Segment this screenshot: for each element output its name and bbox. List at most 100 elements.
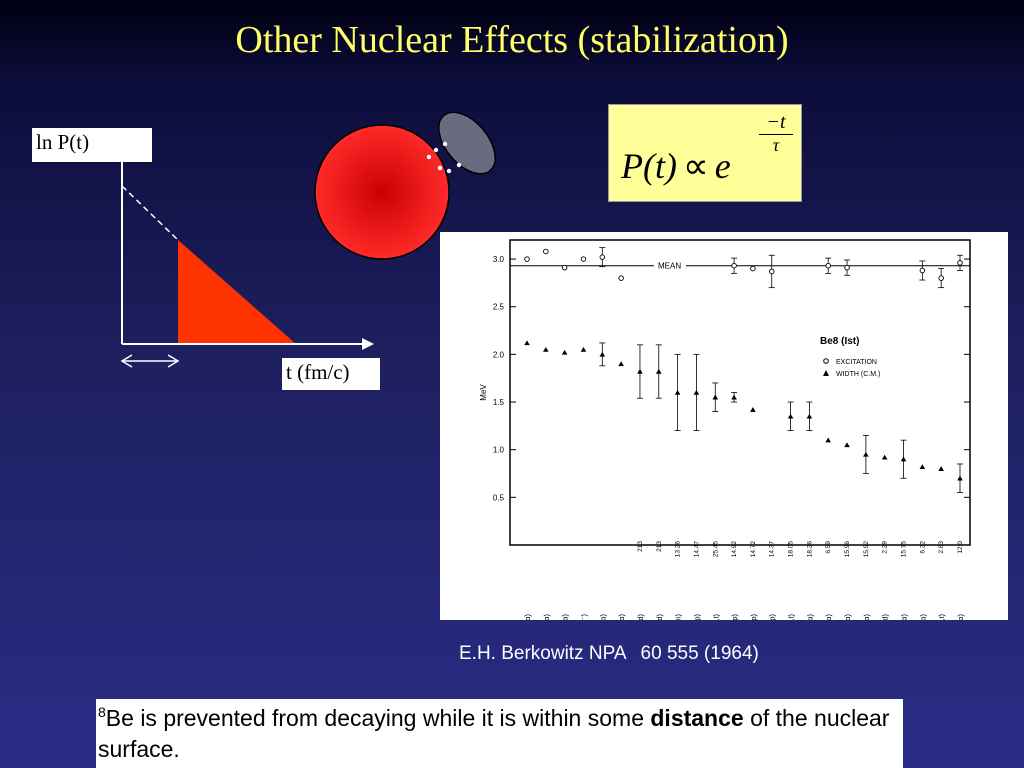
width-point: [900, 456, 907, 462]
width-point: [750, 407, 756, 412]
excitation-point: [768, 268, 775, 275]
energy-label: 25.45: [712, 541, 719, 558]
note-text-after: of the nuclear surface.: [98, 705, 890, 762]
width-point: [806, 413, 813, 419]
conclusion-note: 8Be is prevented from decaying while it …: [96, 699, 903, 768]
citation-ref: 60 555 (1964): [640, 643, 759, 664]
energy-label: 15.92: [863, 541, 870, 558]
citation: E.H. Berkowitz NPA 60 555 (1964): [459, 643, 759, 665]
energy-label: 14.47: [693, 541, 700, 558]
reaction-label: 12 Li6(He3,p): [749, 614, 758, 620]
excitation-point: [957, 260, 963, 266]
y-tick-label: 1.5: [493, 398, 505, 407]
legend-circle-icon: [823, 358, 829, 364]
excitation-point: [750, 265, 756, 272]
y-tick-label: 3.0: [493, 255, 505, 264]
reaction-label: 3 He4(α,α): [561, 613, 570, 620]
reaction-label: 2 He4(α,α): [542, 613, 551, 620]
excitation-point: [580, 256, 587, 262]
legend-triangle-icon: [823, 370, 829, 376]
excitation-point: [825, 262, 831, 269]
width-point: [919, 464, 926, 470]
reaction-label: 1 He4(α,α): [523, 613, 532, 620]
width-point: [825, 437, 832, 443]
width-point: [561, 349, 568, 355]
width-point: [599, 351, 606, 357]
y-tick-label: 2.0: [493, 350, 505, 359]
width-point: [543, 347, 549, 352]
reaction-label: 13 Li6(He3,p): [768, 614, 777, 620]
energy-label: 6.32: [919, 541, 926, 554]
energy-label: 2.29: [882, 541, 889, 554]
slide-title: Other Nuclear Effects (stabilization): [235, 19, 789, 61]
width-point: [693, 389, 700, 395]
legend-title: Be8 (Ist): [820, 336, 859, 347]
excitation-point: [599, 254, 606, 260]
note-superscript: 8: [98, 704, 106, 720]
excitation-point: [938, 275, 944, 281]
excitation-point: [543, 248, 549, 255]
reaction-label: 7 Li6(α,d): [636, 614, 645, 620]
energy-label: 15.96: [844, 541, 851, 558]
shaded-region: [178, 240, 296, 344]
energy-label: 18.26: [806, 541, 813, 558]
energy-label: 213: [637, 541, 644, 552]
energy-label: 213: [656, 541, 663, 552]
width-point: [957, 475, 963, 481]
excitation-point: [561, 264, 568, 271]
surface-dots: [426, 141, 462, 174]
reaction-label: 18 B10(d,α): [862, 614, 871, 620]
width-point: [618, 361, 624, 367]
note-emphasis: distance: [650, 705, 744, 731]
reaction-label: 5 Li7(p,α): [598, 614, 607, 620]
x-axis-label: t (fm/c): [282, 358, 380, 390]
width-point: [524, 340, 530, 346]
energy-label: 15.75: [901, 541, 908, 558]
formula-lhs: P(t): [621, 146, 677, 186]
nucleus: [314, 124, 450, 260]
be8-chart: 0.5 1.0 1.5 2.0 2.5 3.0 MeV MEAN Be8 (Ist) EXCITA…: [479, 239, 971, 663]
reaction-label: 19 Be9(p,d): [881, 614, 890, 620]
y-tick-label: 1.0: [493, 446, 505, 455]
energy-label: 6.59: [825, 541, 832, 554]
reaction-label: 9 Be9(d,p): [692, 614, 701, 620]
energy-label: 13.26: [675, 541, 682, 558]
y-tick-label: 2.5: [493, 303, 505, 312]
reaction-label: 9 Li7(d,n): [674, 614, 683, 620]
exponent-numerator: −t: [759, 111, 793, 135]
decay-formula: P(t) ∝ e −t τ: [608, 104, 802, 202]
excitation-point: [524, 256, 530, 262]
reaction-label: 17 B10(d,α): [843, 614, 852, 620]
emitted-fragment: [438, 111, 496, 175]
x-axis-arrowhead: [362, 338, 374, 350]
dashed-extrapolation: [121, 185, 179, 241]
width-point: [637, 368, 643, 374]
reaction-label: 14 Be9(d,t): [787, 614, 796, 620]
width-point: [674, 389, 681, 395]
width-point: [580, 347, 587, 352]
formula-base: e: [714, 146, 731, 186]
reaction-label: 6 Li7(p,α): [617, 614, 626, 620]
note-text-before: Be is prevented from decaying while it i…: [105, 705, 651, 731]
be8-data-plot: 0.5 1.0 1.5 2.0 2.5 3.0 MeV MEAN Be8 (Ist) EXCITA…: [440, 232, 1008, 663]
excitation-point: [919, 267, 926, 274]
proportional-symbol: ∝: [682, 146, 709, 186]
reaction-label: 23 C12(γ,α): [956, 614, 965, 620]
energy-label: 14.72: [750, 541, 757, 558]
reaction-label: 8 Li6(α,d): [655, 614, 664, 620]
reaction-label: 16 B11(p,α): [824, 614, 833, 620]
energy-label: 14.37: [769, 541, 776, 558]
mean-label: MEAN: [658, 262, 681, 271]
y-axis-label: ln P(t): [32, 128, 152, 162]
width-point: [881, 454, 888, 460]
excitation-point: [844, 264, 850, 271]
width-point: [863, 451, 869, 457]
reaction-label: 20 B10(d,α): [900, 614, 909, 620]
reaction-label: 21 B11(p,α): [918, 614, 927, 620]
energy-label: 18.05: [788, 541, 795, 558]
reaction-label: 15 Be9(He3,α): [805, 614, 814, 620]
legend-entry-excitation: EXCITATION: [836, 359, 877, 366]
width-point: [731, 394, 737, 400]
excitation-point: [618, 275, 624, 281]
energy-label: 14.92: [731, 541, 738, 558]
